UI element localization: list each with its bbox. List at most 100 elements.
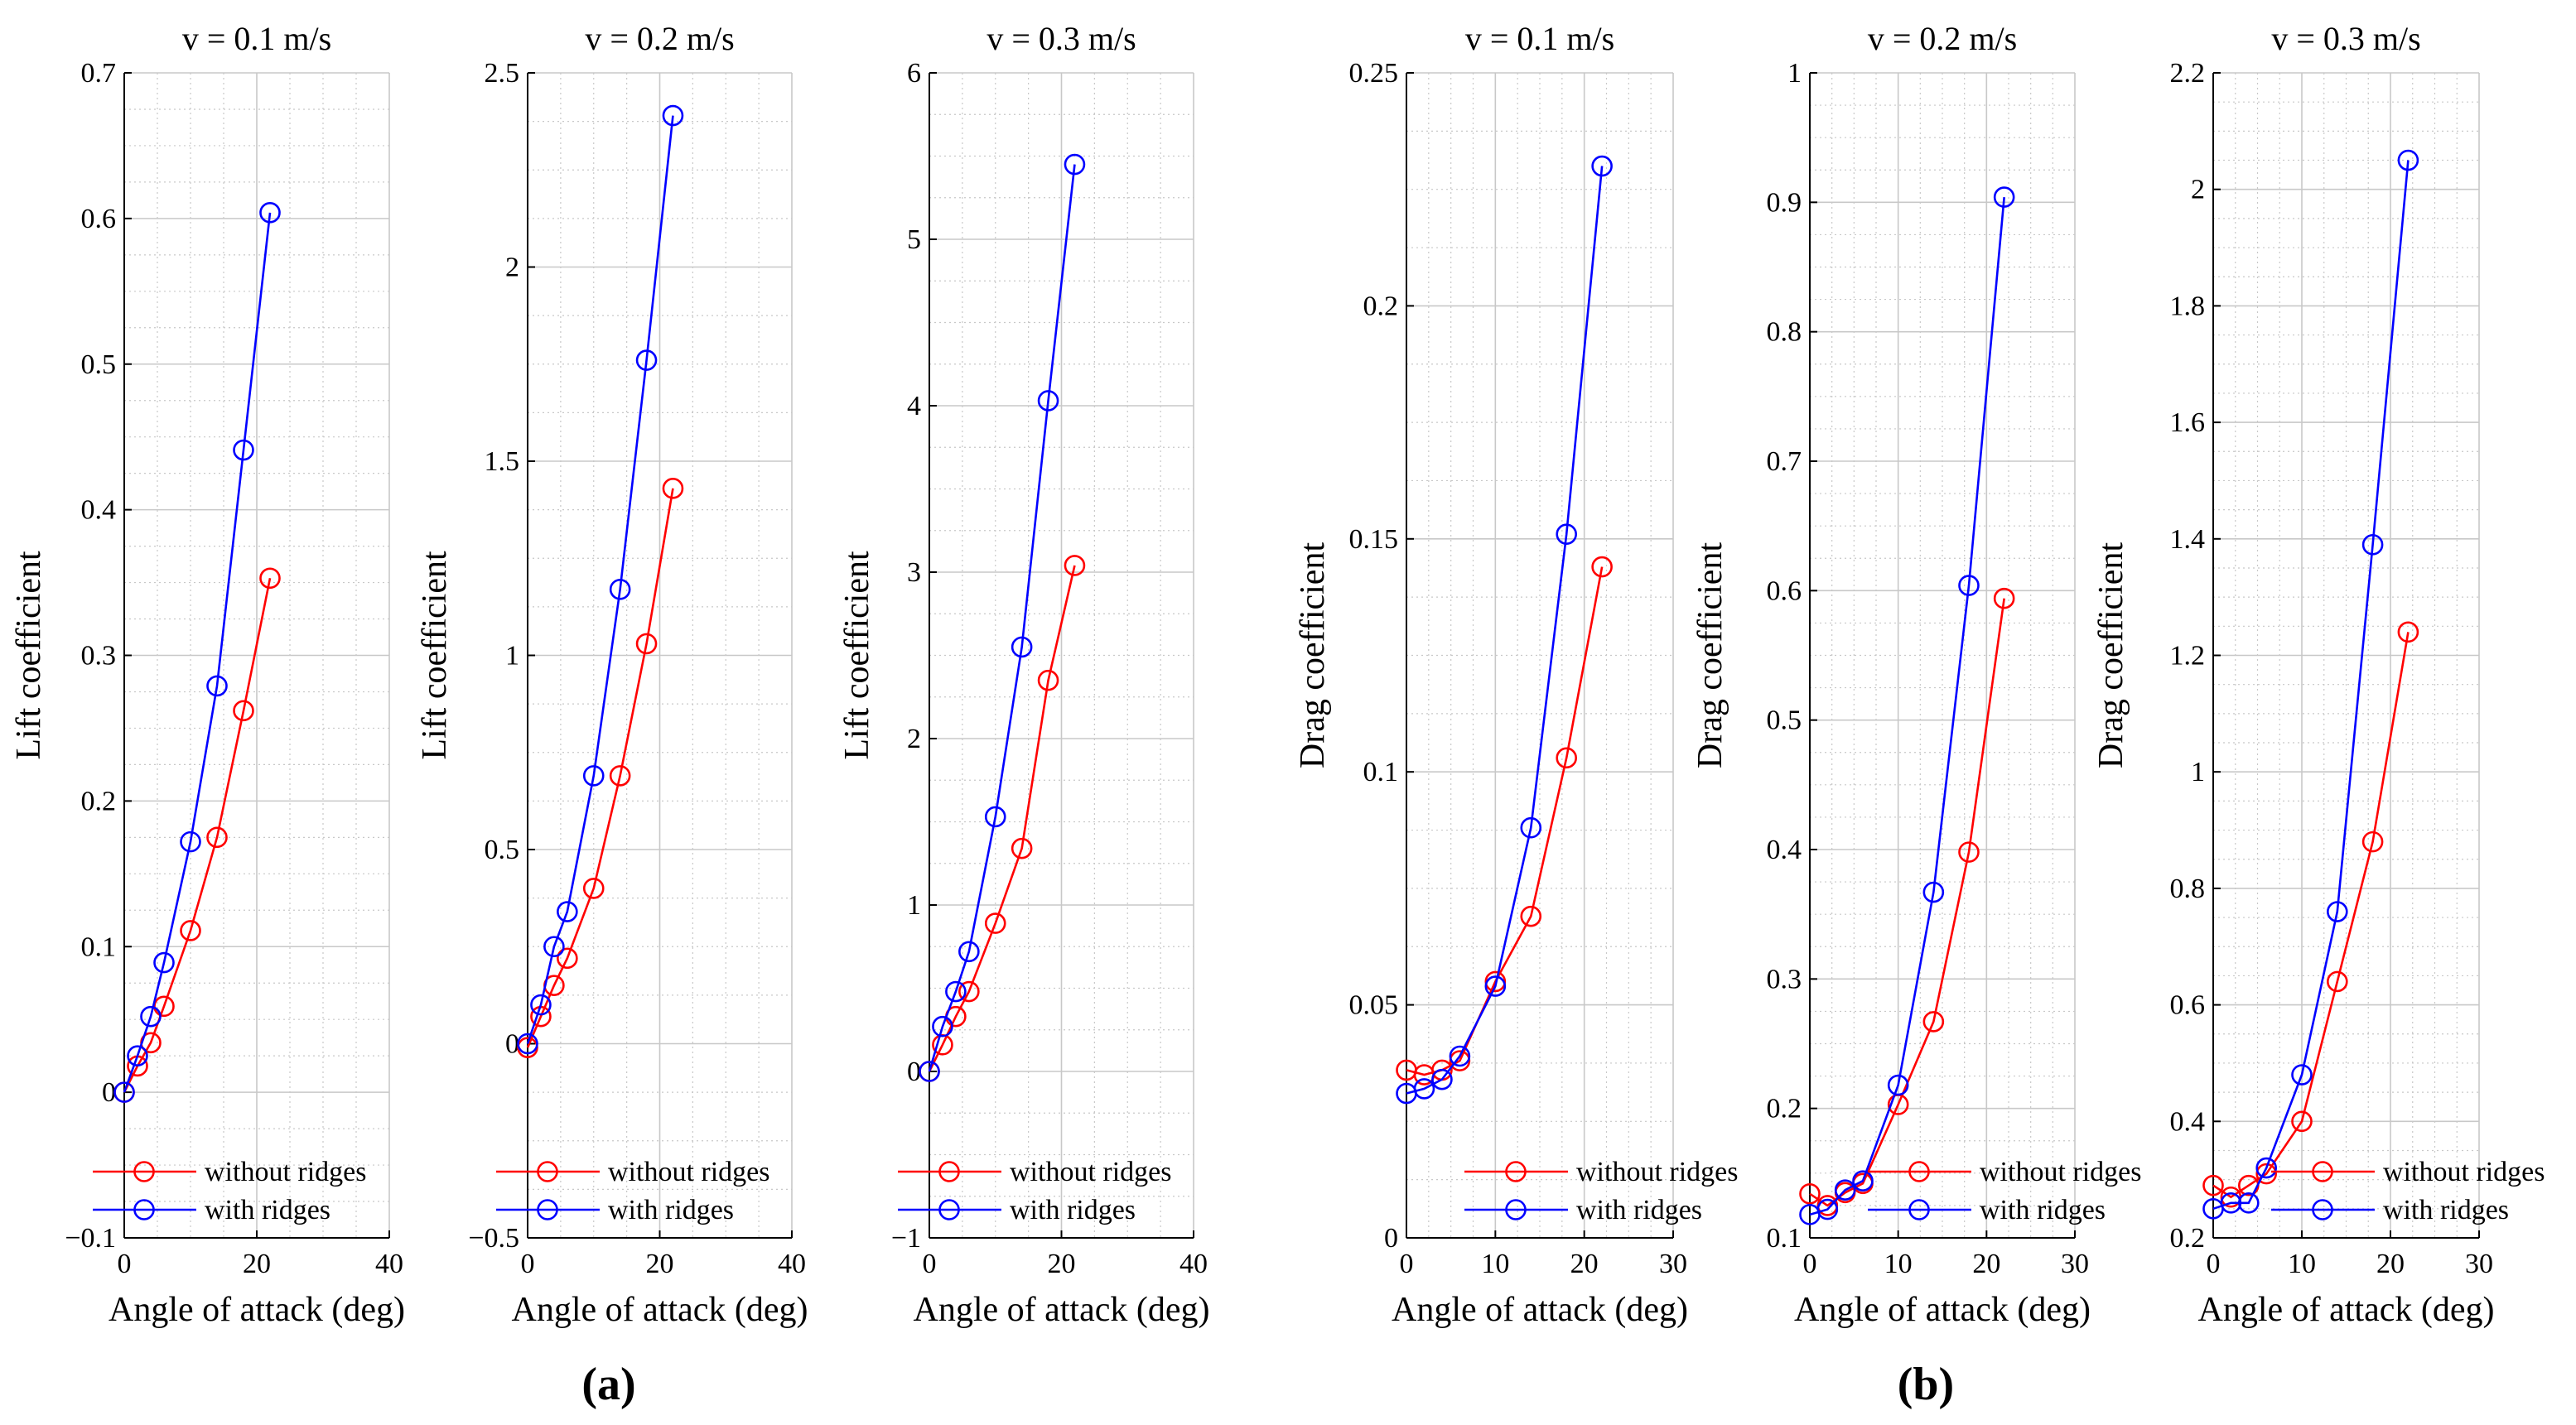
data-point-with-ridges <box>127 1045 148 1066</box>
x-tick-label: 0 <box>1400 1249 1414 1279</box>
y-axis-label: Lift coefficient <box>416 551 454 760</box>
legend-label: without ridges <box>1576 1157 1738 1187</box>
data-point-with-ridges <box>113 1081 135 1103</box>
chart-5: 0 10 20 30 0.1 0.2 0.3 0.4 0.5 0.6 0.7 0.8 0.9 1 v = 0… <box>1691 20 2141 1329</box>
series-line-without-ridges <box>1406 566 1604 1076</box>
legend-label: without ridges <box>2383 1157 2545 1187</box>
data-point-without-ridges <box>662 478 684 499</box>
y-tick-label: 0.2 <box>2170 1223 2206 1254</box>
data-point-with-ridges <box>1064 153 1086 176</box>
data-point-without-ridges <box>1958 841 1980 863</box>
chart-title: v = 0.3 m/s <box>2271 20 2420 57</box>
data-point-with-ridges <box>1520 816 1542 839</box>
legend-label: without ridges <box>205 1157 366 1187</box>
data-point-with-ridges <box>582 765 605 787</box>
x-tick-label: 30 <box>2061 1249 2089 1279</box>
data-point-with-ridges <box>958 941 980 963</box>
data-point-with-ridges <box>2220 1192 2242 1214</box>
legend-marker <box>1505 1161 1527 1182</box>
y-tick-label: 2 <box>505 253 519 283</box>
data-point-with-ridges <box>984 806 1006 828</box>
y-tick-label: 1.4 <box>2170 524 2206 555</box>
x-tick-label: 0 <box>2207 1249 2221 1279</box>
y-tick-label: 2.2 <box>2170 58 2206 89</box>
x-tick-label: 0 <box>923 1249 937 1279</box>
y-tick-label: 0.5 <box>81 349 117 380</box>
data-point-with-ridges <box>1958 575 1980 596</box>
legend-marker <box>1908 1161 1930 1182</box>
series-line-with-ridges <box>928 164 1076 1072</box>
y-tick-label: 1 <box>505 641 519 672</box>
legend-label: without ridges <box>1010 1157 1171 1187</box>
x-axis-label: Angle of attack (deg) <box>109 1291 405 1329</box>
legend-label: with ridges <box>608 1195 734 1225</box>
x-tick-label: 30 <box>1659 1249 1687 1279</box>
y-tick-label: 6 <box>907 58 921 89</box>
data-point-without-ridges <box>1799 1183 1821 1205</box>
series-line-with-ridges <box>1809 196 2005 1216</box>
data-point-without-ridges <box>1993 587 2015 609</box>
y-tick-label: 0.7 <box>1767 446 1802 477</box>
data-point-with-ridges <box>259 202 281 224</box>
legend-marker <box>2312 1199 2333 1220</box>
y-tick-label: −0.5 <box>468 1223 519 1254</box>
series-line-with-ridges <box>526 115 674 1044</box>
y-tick-label: 1.5 <box>485 446 520 477</box>
legend-marker <box>938 1161 960 1182</box>
legend-marker <box>1505 1199 1527 1220</box>
y-tick-label: 0.6 <box>2170 990 2206 1021</box>
data-point-with-ridges <box>2361 534 2384 556</box>
chart-title: v = 0.1 m/s <box>182 20 331 57</box>
chart-title: v = 0.2 m/s <box>1868 20 2017 57</box>
data-point-with-ridges <box>1816 1198 1839 1220</box>
y-axis-label: Drag coefficient <box>1294 542 1332 769</box>
series-line-without-ridges <box>928 565 1076 1072</box>
y-tick-label: 3 <box>907 557 921 588</box>
y-tick-label: 0.7 <box>81 58 117 89</box>
data-point-with-ridges <box>1591 155 1613 177</box>
legend-label: with ridges <box>1010 1195 1136 1225</box>
data-point-without-ridges <box>1037 669 1059 691</box>
data-point-without-ridges <box>180 920 201 941</box>
y-tick-label: 0 <box>907 1057 921 1087</box>
data-point-without-ridges <box>635 633 658 655</box>
y-tick-label: 0.1 <box>1767 1223 1802 1254</box>
data-point-without-ridges <box>259 567 281 590</box>
y-tick-label: 0.4 <box>1767 835 1802 865</box>
y-tick-label: 0.6 <box>81 204 117 234</box>
data-point-with-ridges <box>557 901 578 922</box>
series-line-without-ridges <box>526 488 674 1048</box>
data-point-with-ridges <box>2255 1157 2277 1179</box>
y-axis-label: Lift coefficient <box>10 551 48 760</box>
data-point-without-ridges <box>2327 970 2348 993</box>
data-point-with-ridges <box>1413 1078 1435 1100</box>
y-tick-label: 0 <box>505 1029 519 1060</box>
x-tick-label: 10 <box>1481 1249 1509 1279</box>
x-tick-label: 0 <box>521 1249 535 1279</box>
data-point-with-ridges <box>1449 1045 1471 1067</box>
y-tick-label: 0.25 <box>1349 58 1399 89</box>
data-point-without-ridges <box>233 700 254 722</box>
y-axis-label: Lift coefficient <box>838 551 876 760</box>
data-point-without-ridges <box>2202 1174 2224 1196</box>
y-tick-label: 0.8 <box>2170 874 2206 904</box>
y-tick-label: 4 <box>907 391 921 421</box>
data-point-with-ridges <box>2291 1064 2313 1086</box>
data-point-without-ridges <box>2361 830 2384 853</box>
data-point-with-ridges <box>1431 1068 1453 1090</box>
x-axis-label: Angle of attack (deg) <box>511 1291 808 1329</box>
legend-marker <box>2312 1161 2333 1182</box>
y-tick-label: 0.9 <box>1767 187 1802 218</box>
y-tick-label: 1 <box>2191 757 2205 787</box>
data-point-with-ridges <box>662 104 684 127</box>
legend-marker <box>938 1199 960 1220</box>
data-point-without-ridges <box>1922 1011 1945 1033</box>
data-point-with-ridges <box>543 936 565 958</box>
data-point-without-ridges <box>206 826 228 849</box>
y-tick-label: 2 <box>2191 175 2205 205</box>
x-axis-label: Angle of attack (deg) <box>913 1291 1209 1329</box>
y-tick-label: 5 <box>907 224 921 255</box>
y-tick-label: 0.4 <box>81 495 117 526</box>
y-tick-label: 0.2 <box>1363 291 1399 321</box>
